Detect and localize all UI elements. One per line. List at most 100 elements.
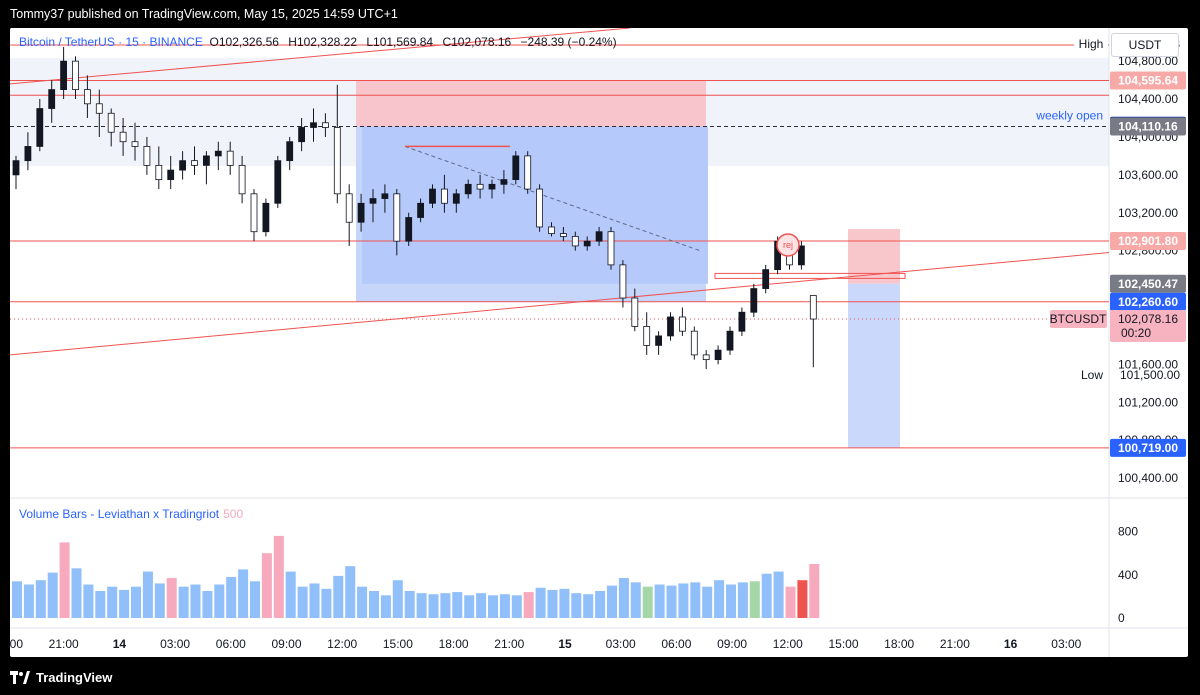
candle-body: [440, 188, 448, 204]
high-value: 102,328.22: [296, 35, 357, 49]
price-tick: 103,200.00: [1118, 206, 1178, 220]
currency-button[interactable]: USDT: [1111, 33, 1179, 57]
time-tick: 21:00: [49, 637, 79, 651]
volume-bar: [428, 594, 439, 618]
current-price: 102,078.16: [1118, 312, 1178, 326]
candle-body: [36, 108, 44, 147]
time-tick: 14: [113, 637, 127, 651]
candle-body: [12, 160, 20, 176]
volume-bar: [607, 585, 617, 618]
candle-body: [417, 202, 425, 218]
volume-bar: [380, 595, 391, 618]
volume-bar: [464, 595, 475, 618]
time-tick: 12:00: [773, 637, 803, 651]
price-label: 104,595.64: [1118, 74, 1178, 88]
price-label-bg: [1110, 274, 1186, 293]
candle-body: [24, 146, 32, 162]
volume-bar: [809, 564, 820, 618]
candle-body: [583, 240, 591, 247]
volume-bar: [35, 580, 46, 618]
time-tick: 12:00: [327, 637, 357, 651]
symbol-tag-bg: [1050, 310, 1107, 329]
volume-bar: [535, 587, 546, 618]
volume-bar: [309, 583, 320, 618]
candle-body: [750, 288, 758, 313]
candle-body: [548, 226, 555, 235]
price-tick: 103,600.00: [1118, 168, 1178, 182]
candle-body: [607, 231, 615, 266]
price-label-bg: [1110, 292, 1186, 311]
blue-inner-zone: [362, 126, 708, 284]
price-label-bg: [1110, 71, 1186, 90]
candle-body: [84, 89, 91, 105]
volume-bar: [476, 593, 487, 618]
tradingview-logo-icon: [10, 670, 30, 684]
volume-bar: [690, 582, 701, 618]
candle-body: [405, 217, 413, 242]
candle-body: [321, 122, 329, 128]
symbol-name[interactable]: Bitcoin / TetherUS · 15 · BINANCE: [19, 35, 203, 49]
volume-bar: [369, 591, 379, 618]
volume-bar: [321, 588, 332, 618]
volume-bar: [142, 571, 153, 618]
candle-body: [155, 164, 163, 180]
time-tick: 09:00: [717, 637, 747, 651]
volume-bar: [440, 593, 451, 618]
countdown: 00:20: [1121, 326, 1151, 340]
volume-bar: [23, 584, 34, 618]
high-tag: High: [1079, 37, 1104, 51]
volume-legend: Volume Bars - Leviathan x Tradingriot 500: [19, 507, 243, 521]
volume-bar: [273, 535, 284, 618]
candle-body: [762, 269, 770, 289]
candle-body: [631, 297, 639, 327]
candle-body: [536, 188, 543, 228]
time-tick: 16: [1004, 637, 1018, 651]
price-tick: 100,400.00: [1118, 471, 1178, 485]
candle-body: [179, 160, 187, 171]
volume-bar: [59, 542, 70, 618]
candle-body: [381, 193, 389, 199]
candle-body: [524, 155, 532, 190]
publish-header: Tommy37 published on TradingView.com, Ma…: [0, 0, 1200, 28]
volume-bar: [511, 595, 522, 618]
volume-bar: [678, 583, 689, 618]
candle-body: [262, 202, 270, 233]
time-tick: 03:00: [160, 637, 190, 651]
time-tick: 21:00: [940, 637, 970, 651]
candle-body: [655, 335, 662, 346]
volume-bar: [559, 588, 570, 618]
volume-bar: [71, 568, 82, 618]
symbol-legend: Bitcoin / TetherUS · 15 · BINANCE O102,3…: [19, 35, 617, 49]
volume-bar: [618, 578, 629, 618]
candle-body: [72, 60, 79, 90]
candle-body: [512, 155, 520, 180]
candle-body: [500, 179, 508, 185]
candle-body: [595, 231, 603, 242]
candle-body: [95, 103, 103, 114]
tradingview-logo[interactable]: TradingView: [10, 670, 112, 685]
publish-title: Tommy37 published on TradingView.com, Ma…: [10, 7, 398, 21]
candle-body: [167, 169, 175, 180]
candle-body: [809, 295, 817, 320]
candle-body: [488, 183, 496, 190]
candle-body: [393, 193, 401, 242]
time-tick: 06:00: [661, 637, 691, 651]
candle-body: [643, 326, 651, 346]
price-label: 102,260.60: [1118, 295, 1178, 309]
volume-indicator-name[interactable]: Volume Bars - Leviathan x Tradingriot: [19, 507, 220, 521]
volume-bar: [83, 584, 94, 618]
volume-bar: [583, 594, 594, 618]
candle-body: [571, 236, 579, 247]
candle-body: [119, 131, 127, 143]
volume-bar: [666, 585, 677, 618]
volume-bar: [630, 582, 641, 618]
volume-bar: [190, 584, 201, 618]
candle-body: [619, 264, 627, 299]
candle-body: [274, 160, 282, 204]
price-label: 100,719.00: [1118, 441, 1178, 455]
volume-bar: [178, 586, 189, 618]
time-tick: 15:00: [383, 637, 413, 651]
time-tick: 06:00: [216, 637, 246, 651]
chart-frame: rej weekly open 104,800.00 104,400.00 104,00…: [10, 28, 1188, 657]
